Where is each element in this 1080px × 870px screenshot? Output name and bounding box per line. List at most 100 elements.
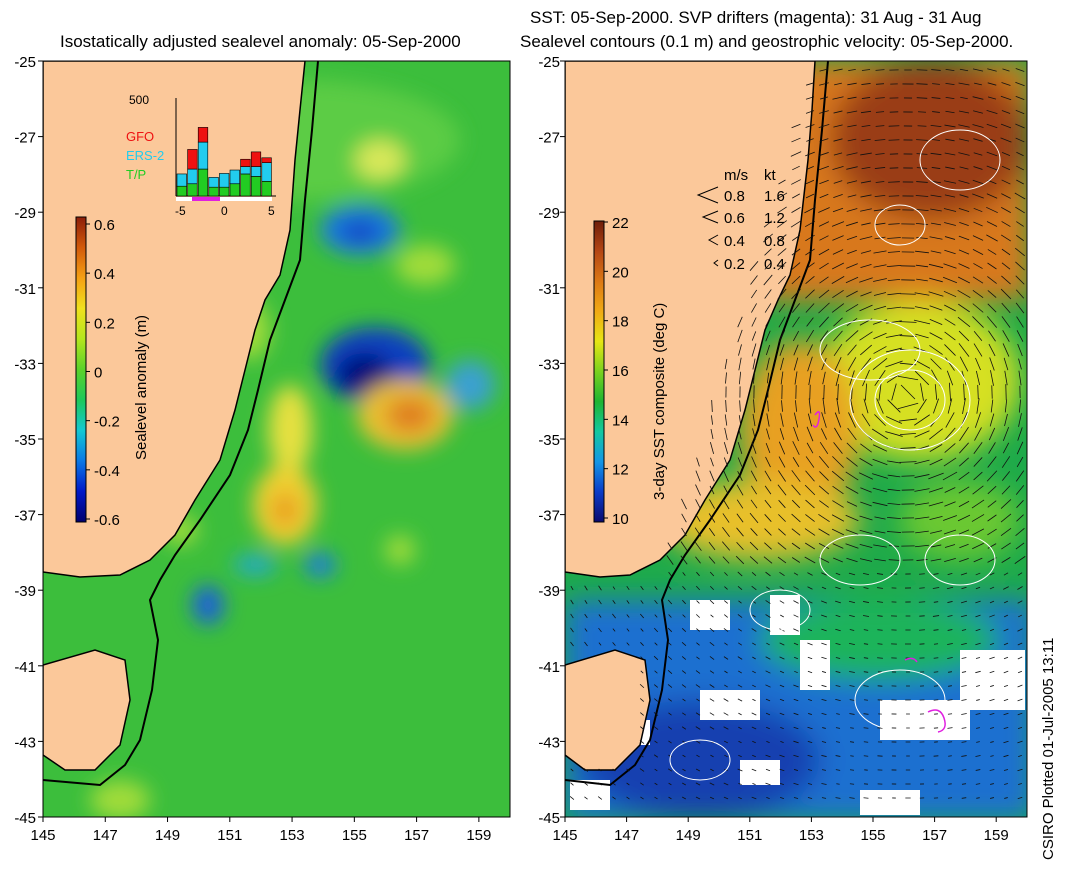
velocity-arrow [1001, 302, 1011, 314]
velocity-arrow [681, 527, 687, 537]
velocity-arrow [1001, 316, 1011, 328]
velocity-arrow [932, 587, 940, 589]
velocity-arrow [723, 740, 729, 744]
velocity-arrow [834, 356, 842, 372]
velocity-arrow [1015, 528, 1025, 536]
y-tick-label: -39 [14, 583, 36, 600]
velocity-arrow [1017, 670, 1023, 674]
velocity-arrow [863, 685, 869, 687]
velocity-arrow [654, 684, 658, 688]
velocity-arrow [835, 642, 841, 646]
velocity-arrow [780, 726, 784, 730]
velocity-arrow [986, 109, 998, 115]
velocity-arrow [971, 499, 985, 509]
velocity-arrow [849, 741, 855, 743]
velocity-arrow [1016, 234, 1024, 242]
velocity-arrow [668, 642, 672, 646]
velocity-arrow [974, 412, 982, 428]
velocity-legend-kt-1: 1.6 [764, 188, 785, 205]
velocity-arrow [835, 586, 841, 590]
velocity-arrow [791, 207, 801, 213]
velocity-arrow [860, 291, 872, 297]
velocity-arrow [793, 614, 799, 618]
velocity-arrow [874, 414, 886, 426]
velocity-arrow [1016, 316, 1024, 328]
velocity-arrow [846, 290, 858, 298]
velocity-arrow [928, 291, 944, 297]
velocity-arrow [873, 305, 887, 311]
velocity-arrow [874, 530, 886, 534]
velocity-arrow [723, 712, 729, 716]
velocity-arrow [793, 698, 799, 702]
velocity-arrow [872, 319, 888, 325]
colorbar-tick-label: -0.4 [94, 463, 120, 480]
velocity-arrow [1001, 193, 1011, 199]
velocity-arrow [710, 768, 714, 772]
velocity-arrow [914, 370, 930, 386]
velocity-arrow [1015, 81, 1025, 87]
velocity-arrow [930, 250, 942, 254]
velocity-arrow [777, 206, 787, 214]
velocity-arrow [640, 628, 644, 632]
velocity-arrow [778, 514, 786, 522]
y-tick-label: -25 [538, 54, 560, 71]
inset-bar-tp [197, 168, 209, 197]
velocity-arrow [682, 585, 686, 591]
velocity-arrow [640, 585, 644, 591]
velocity-arrow [859, 304, 873, 312]
velocity-arrow [723, 656, 729, 660]
x-tick-label: 149 [155, 827, 180, 844]
velocity-arrow [766, 586, 770, 590]
velocity-arrow [780, 614, 784, 618]
velocity-arrow [1018, 399, 1022, 413]
velocity-arrow [736, 499, 744, 509]
velocity-arrow [737, 457, 743, 467]
velocity-arrow [709, 485, 715, 495]
velocity-arrow [696, 628, 700, 632]
velocity-arrow [668, 740, 672, 744]
velocity-arrow [850, 727, 854, 729]
velocity-arrow [960, 572, 968, 576]
velocity-arrow [819, 193, 829, 199]
velocity-arrow [752, 428, 756, 440]
velocity-arrow [945, 69, 955, 71]
velocity-arrow [920, 383, 924, 401]
velocity-arrow [807, 628, 813, 632]
velocity-arrow [962, 398, 966, 414]
velocity-arrow [860, 110, 872, 114]
velocity-arrow [737, 656, 743, 660]
velocity-arrow [832, 456, 844, 468]
velocity-arrow [986, 165, 998, 171]
velocity-arrow [916, 139, 928, 141]
velocity-arrow [888, 559, 900, 561]
velocity-arrow [821, 712, 827, 716]
velocity-arrow [860, 208, 872, 212]
velocity-arrow [724, 414, 728, 426]
velocity-arrow [750, 275, 758, 285]
velocity-arrow [958, 343, 970, 357]
velocity-arrow [764, 289, 772, 299]
velocity-arrow [597, 796, 603, 800]
velocity-arrow [972, 303, 984, 313]
velocity-arrow [694, 527, 702, 537]
velocity-arrow [818, 302, 830, 314]
x-tick-label: 145 [30, 827, 55, 844]
velocity-arrow [961, 671, 967, 673]
velocity-arrow [805, 303, 815, 313]
velocity-arrow [682, 782, 686, 786]
velocity-arrow [668, 698, 672, 702]
y-tick-label: -41 [538, 659, 560, 676]
velocity-arrow [819, 165, 829, 171]
x-tick-label: 155 [860, 827, 885, 844]
inset-xtick-0: 0 [221, 204, 228, 218]
velocity-arrow [1003, 600, 1009, 604]
velocity-arrow [862, 615, 870, 617]
velocity-arrow [987, 276, 997, 284]
velocity-arrow [944, 487, 956, 493]
velocity-arrow [739, 400, 741, 412]
velocity-arrow [928, 263, 944, 269]
velocity-arrow [724, 600, 728, 604]
velocity-arrow [929, 305, 943, 311]
velocity-arrow [989, 600, 995, 604]
velocity-arrow [973, 263, 983, 269]
